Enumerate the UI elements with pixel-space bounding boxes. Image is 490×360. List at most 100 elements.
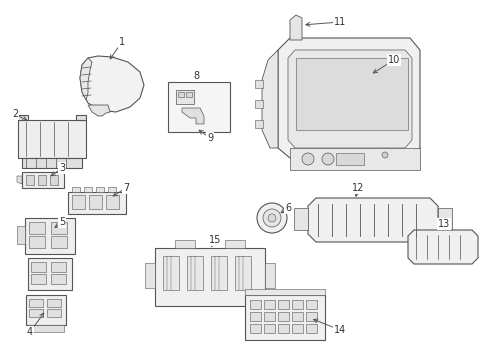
Bar xyxy=(47,309,61,317)
Text: 14: 14 xyxy=(334,325,346,335)
Bar xyxy=(29,236,45,248)
Bar xyxy=(51,236,67,248)
Bar xyxy=(25,218,75,254)
Bar xyxy=(28,325,64,332)
Polygon shape xyxy=(88,105,110,116)
Circle shape xyxy=(322,153,334,165)
Text: 13: 13 xyxy=(438,219,450,229)
Bar xyxy=(31,274,46,284)
Bar xyxy=(292,300,303,309)
Bar xyxy=(264,300,275,309)
Bar xyxy=(18,120,86,158)
Bar xyxy=(187,256,203,290)
Bar xyxy=(264,324,275,333)
Bar xyxy=(176,90,194,104)
Bar xyxy=(106,195,119,209)
Bar xyxy=(278,300,289,309)
Circle shape xyxy=(257,203,287,233)
Bar xyxy=(84,187,92,192)
Bar xyxy=(18,115,28,120)
Bar xyxy=(278,312,289,321)
Polygon shape xyxy=(80,58,92,100)
Bar xyxy=(68,192,126,214)
Bar xyxy=(250,312,261,321)
Bar xyxy=(168,82,230,132)
Text: 8: 8 xyxy=(193,71,199,81)
Bar xyxy=(250,300,261,309)
Polygon shape xyxy=(408,230,478,264)
Bar xyxy=(290,148,420,170)
Bar xyxy=(438,208,452,230)
Polygon shape xyxy=(182,108,204,124)
Bar xyxy=(250,324,261,333)
Polygon shape xyxy=(17,176,22,184)
Text: 4: 4 xyxy=(27,327,33,337)
Bar xyxy=(72,187,80,192)
Bar xyxy=(26,175,34,185)
Bar xyxy=(89,195,102,209)
Bar xyxy=(175,240,195,248)
Bar xyxy=(264,312,275,321)
Bar xyxy=(72,195,85,209)
Bar xyxy=(76,115,86,120)
Bar xyxy=(29,309,43,317)
Bar xyxy=(51,262,66,272)
Bar xyxy=(186,92,192,97)
Text: 9: 9 xyxy=(207,133,213,143)
Bar xyxy=(29,299,43,307)
Text: 2: 2 xyxy=(12,109,18,119)
Bar xyxy=(294,208,308,230)
Bar xyxy=(296,58,408,130)
Text: 3: 3 xyxy=(59,163,65,173)
Bar xyxy=(163,256,179,290)
Bar xyxy=(47,299,61,307)
Bar xyxy=(265,263,275,288)
Bar xyxy=(50,175,58,185)
Bar xyxy=(336,153,364,165)
Bar xyxy=(255,100,263,108)
Text: 11: 11 xyxy=(334,17,346,27)
Text: 6: 6 xyxy=(285,203,291,213)
Polygon shape xyxy=(308,198,438,242)
Bar xyxy=(38,175,46,185)
Polygon shape xyxy=(288,50,412,148)
Bar xyxy=(278,324,289,333)
Text: 7: 7 xyxy=(123,183,129,193)
Text: 10: 10 xyxy=(388,55,400,65)
Bar xyxy=(96,187,104,192)
Bar xyxy=(245,289,325,295)
Bar xyxy=(108,187,116,192)
Polygon shape xyxy=(80,56,144,112)
Bar xyxy=(211,256,227,290)
Bar xyxy=(235,256,251,290)
Bar xyxy=(225,240,245,248)
Bar xyxy=(26,295,66,325)
Circle shape xyxy=(263,209,281,227)
Bar xyxy=(155,248,265,306)
Bar xyxy=(245,295,325,340)
Polygon shape xyxy=(262,50,278,148)
Bar xyxy=(292,312,303,321)
Bar xyxy=(31,262,46,272)
Bar xyxy=(255,80,263,88)
Text: 5: 5 xyxy=(59,217,65,227)
Circle shape xyxy=(302,153,314,165)
Circle shape xyxy=(382,152,388,158)
Bar xyxy=(255,120,263,128)
Bar xyxy=(51,274,66,284)
Bar xyxy=(178,92,184,97)
Text: 1: 1 xyxy=(119,37,125,47)
Bar xyxy=(292,324,303,333)
Bar xyxy=(28,258,72,290)
Bar xyxy=(29,222,45,234)
Bar xyxy=(306,300,317,309)
Bar xyxy=(22,172,64,188)
Bar xyxy=(17,226,25,244)
Polygon shape xyxy=(278,38,420,158)
Circle shape xyxy=(268,214,276,222)
Bar xyxy=(145,263,155,288)
Bar xyxy=(22,158,82,168)
Text: 12: 12 xyxy=(352,183,364,193)
Bar xyxy=(306,324,317,333)
Bar xyxy=(51,222,67,234)
